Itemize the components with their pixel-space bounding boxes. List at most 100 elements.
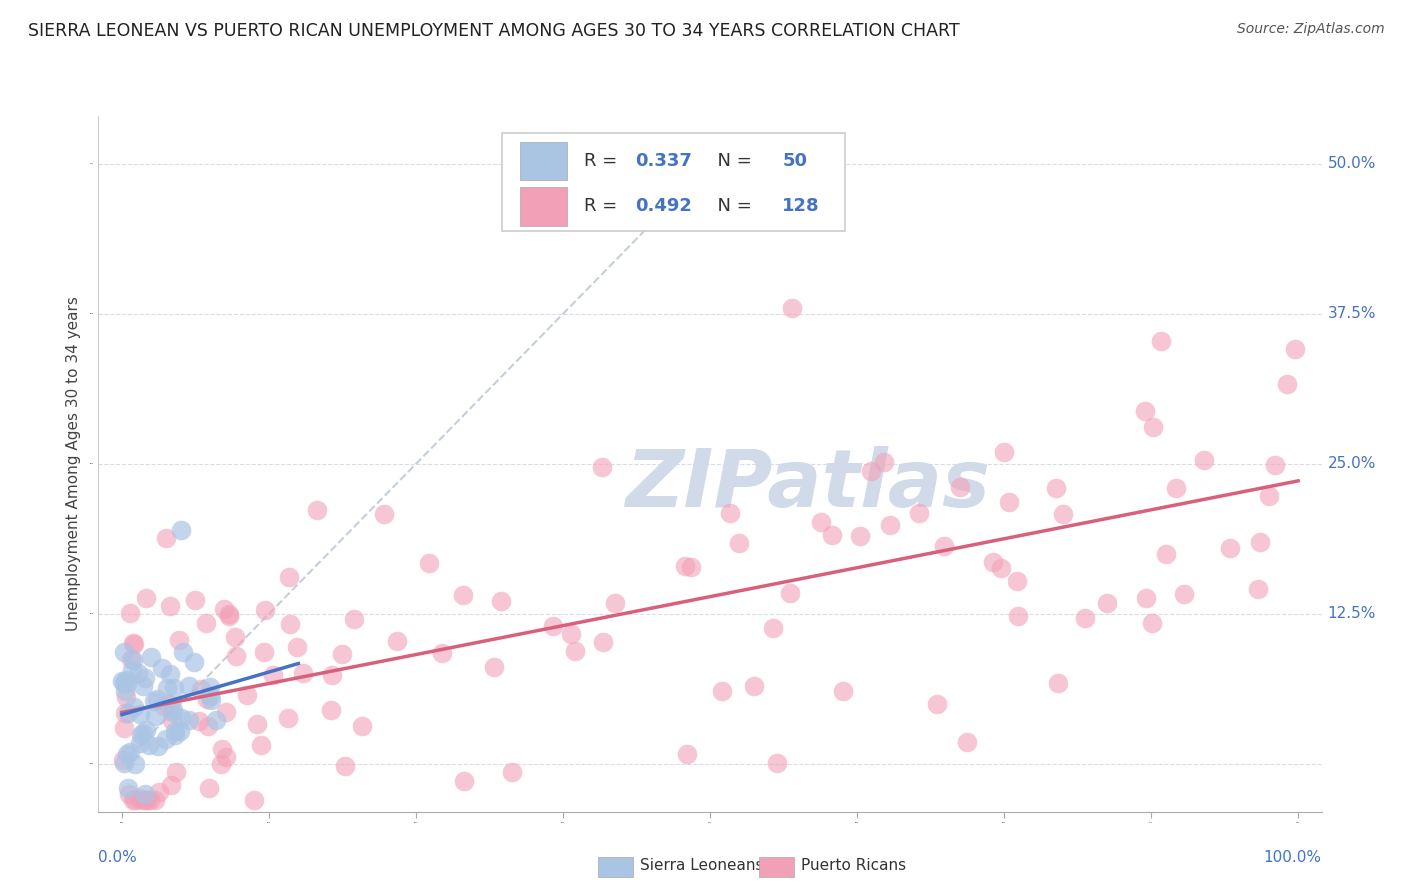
Point [1219, 541, 1241, 555]
Point [932, 539, 955, 553]
Point [432, 646, 454, 660]
Point [209, 757, 232, 772]
Point [277, 711, 299, 725]
Point [543, 619, 565, 633]
Point [249, 739, 271, 753]
Point [782, 301, 804, 315]
FancyBboxPatch shape [520, 187, 567, 226]
Point [204, 713, 226, 727]
Point [115, 673, 138, 687]
Point [155, 532, 177, 546]
Point [728, 536, 751, 550]
Text: 12.5%: 12.5% [1327, 607, 1376, 622]
Point [993, 445, 1015, 459]
Point [1284, 342, 1306, 356]
Point [129, 706, 152, 721]
Point [333, 759, 356, 773]
Point [170, 523, 193, 537]
Point [592, 634, 614, 648]
Point [148, 785, 170, 799]
Point [200, 681, 222, 695]
Point [159, 599, 181, 614]
Point [160, 706, 183, 720]
Point [330, 647, 353, 661]
Point [165, 764, 187, 779]
Point [1045, 481, 1067, 495]
Point [285, 640, 308, 654]
Point [860, 464, 883, 478]
Point [114, 706, 136, 720]
Point [1142, 419, 1164, 434]
Point [246, 717, 269, 731]
Point [927, 697, 949, 711]
Point [143, 793, 166, 807]
Point [1133, 404, 1156, 418]
FancyBboxPatch shape [502, 134, 845, 231]
Point [243, 793, 266, 807]
Point [664, 193, 686, 207]
Point [676, 747, 699, 761]
Point [218, 609, 240, 624]
Point [197, 719, 219, 733]
Point [122, 793, 145, 807]
Point [122, 637, 145, 651]
Point [215, 705, 238, 719]
Point [117, 706, 139, 720]
Point [981, 555, 1004, 569]
Text: 0.337: 0.337 [636, 153, 692, 170]
Point [159, 667, 181, 681]
Text: ZIPatlas: ZIPatlas [626, 446, 990, 524]
Point [1046, 676, 1069, 690]
Point [342, 612, 364, 626]
Point [1249, 535, 1271, 549]
Text: Source: ZipAtlas.com: Source: ZipAtlas.com [1237, 22, 1385, 37]
Point [150, 661, 173, 675]
Point [262, 667, 284, 681]
Point [949, 480, 972, 494]
Point [131, 728, 153, 742]
Point [112, 676, 135, 690]
Point [225, 648, 247, 663]
Point [832, 684, 855, 698]
Point [129, 736, 152, 750]
Point [998, 494, 1021, 508]
Point [742, 679, 765, 693]
Point [121, 663, 143, 677]
Point [1135, 591, 1157, 605]
Point [385, 634, 408, 648]
Point [879, 518, 901, 533]
Point [198, 689, 221, 703]
Point [179, 713, 201, 727]
Point [252, 645, 274, 659]
Point [172, 645, 194, 659]
Point [1074, 611, 1097, 625]
Point [224, 630, 246, 644]
Point [139, 793, 162, 807]
Point [112, 753, 135, 767]
Point [135, 591, 157, 606]
Point [501, 764, 523, 779]
Point [1173, 586, 1195, 600]
Point [131, 793, 153, 807]
Point [128, 791, 150, 805]
Point [115, 690, 138, 705]
Point [179, 679, 201, 693]
Point [236, 688, 259, 702]
Point [112, 645, 135, 659]
Point [146, 739, 169, 753]
FancyBboxPatch shape [520, 142, 567, 180]
Point [184, 592, 207, 607]
Text: 0.0%: 0.0% [98, 850, 138, 865]
Point [352, 719, 374, 733]
Point [124, 756, 146, 771]
Point [453, 774, 475, 789]
Point [418, 556, 440, 570]
Point [564, 644, 586, 658]
Point [1277, 377, 1299, 392]
Text: R =: R = [583, 153, 623, 170]
Point [1150, 334, 1173, 348]
Point [145, 708, 167, 723]
Point [135, 723, 157, 738]
Point [146, 692, 169, 706]
Point [160, 778, 183, 792]
